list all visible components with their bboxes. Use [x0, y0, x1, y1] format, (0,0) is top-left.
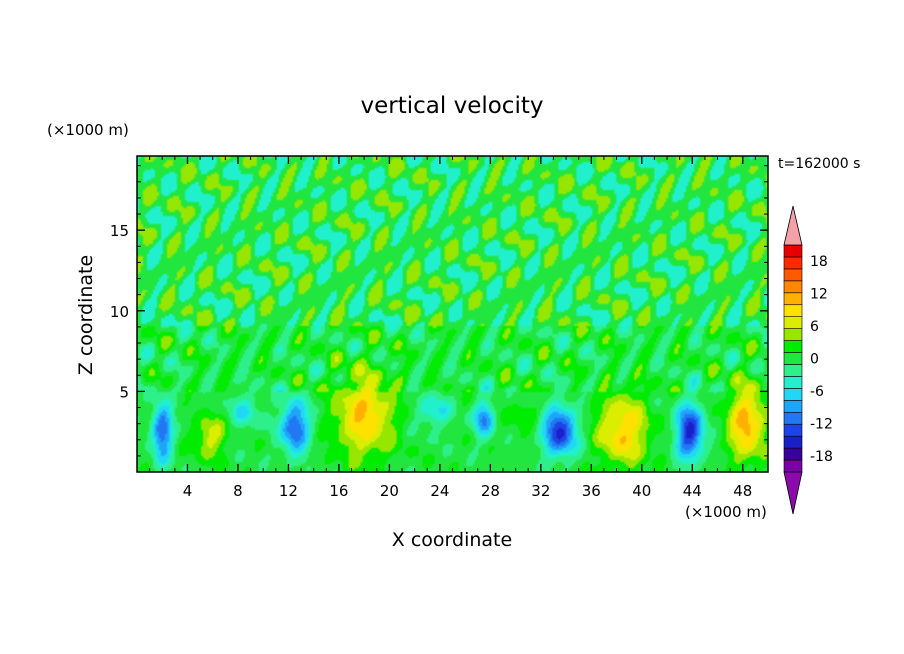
colorbar-segment	[783, 388, 803, 401]
colorbar: 18 12 6 0 -6 -12 -18	[783, 205, 833, 515]
colorbar-segment	[783, 304, 803, 317]
colorbar-segment	[783, 423, 803, 437]
velocity-field	[137, 156, 768, 472]
time-label: t=162000 s	[778, 156, 860, 172]
x-axis-label: X coordinate	[392, 529, 512, 551]
x-tick-label: 40	[632, 482, 651, 500]
colorbar-segment	[783, 328, 803, 341]
x-tick-label: 24	[430, 482, 449, 500]
y-unit-label: (×1000 m)	[47, 121, 129, 139]
y-axis: 5 10 15	[110, 165, 768, 457]
y-tick-label: 10	[110, 303, 129, 321]
colorbar-label: 18	[810, 254, 828, 270]
chart-title: vertical velocity	[361, 93, 544, 119]
x-tick-label: 44	[683, 482, 702, 500]
x-axis: 4 8 12 16 20 24 28 32 36 40 44 48	[149, 156, 756, 500]
colorbar-segment	[783, 256, 803, 270]
x-tick-label: 12	[279, 482, 298, 500]
x-tick-label: 28	[481, 482, 500, 500]
colorbar-label: 0	[810, 352, 819, 368]
x-tick-label: 8	[233, 482, 243, 500]
colorbar-segment	[783, 316, 803, 329]
x-tick-label: 20	[380, 482, 399, 500]
x-tick-label: 4	[183, 482, 193, 500]
colorbar-over-arrow	[783, 205, 803, 246]
colorbar-under-arrow	[783, 471, 803, 515]
x-tick-label: 32	[531, 482, 550, 500]
plot-area	[136, 155, 769, 473]
x-tick-label: 16	[329, 482, 348, 500]
x-tick-label: 36	[582, 482, 601, 500]
colorbar-segment	[783, 411, 803, 425]
colorbar-segment	[783, 400, 803, 413]
y-tick-label: 5	[119, 383, 129, 401]
colorbar-segment	[783, 447, 803, 461]
colorbar-segment	[783, 280, 803, 294]
colorbar-label: -18	[810, 449, 833, 465]
colorbar-segment	[783, 459, 803, 473]
colorbar-label: -12	[810, 416, 833, 432]
colorbar-segment	[783, 244, 803, 258]
x-tick-label: 48	[733, 482, 752, 500]
colorbar-segment	[783, 352, 803, 365]
colorbar-segment	[783, 364, 803, 377]
colorbar-segment	[783, 340, 803, 353]
y-tick-label: 15	[110, 222, 129, 240]
colorbar-segment	[783, 376, 803, 389]
x-unit-label: (×1000 m)	[685, 503, 767, 521]
colorbar-segment	[783, 268, 803, 282]
colorbar-segment	[783, 292, 803, 306]
y-axis-label: Z coordinate	[75, 255, 97, 375]
colorbar-label: -6	[810, 384, 824, 400]
colorbar-segment	[783, 435, 803, 449]
colorbar-label: 6	[810, 319, 819, 335]
colorbar-label: 12	[810, 287, 828, 303]
